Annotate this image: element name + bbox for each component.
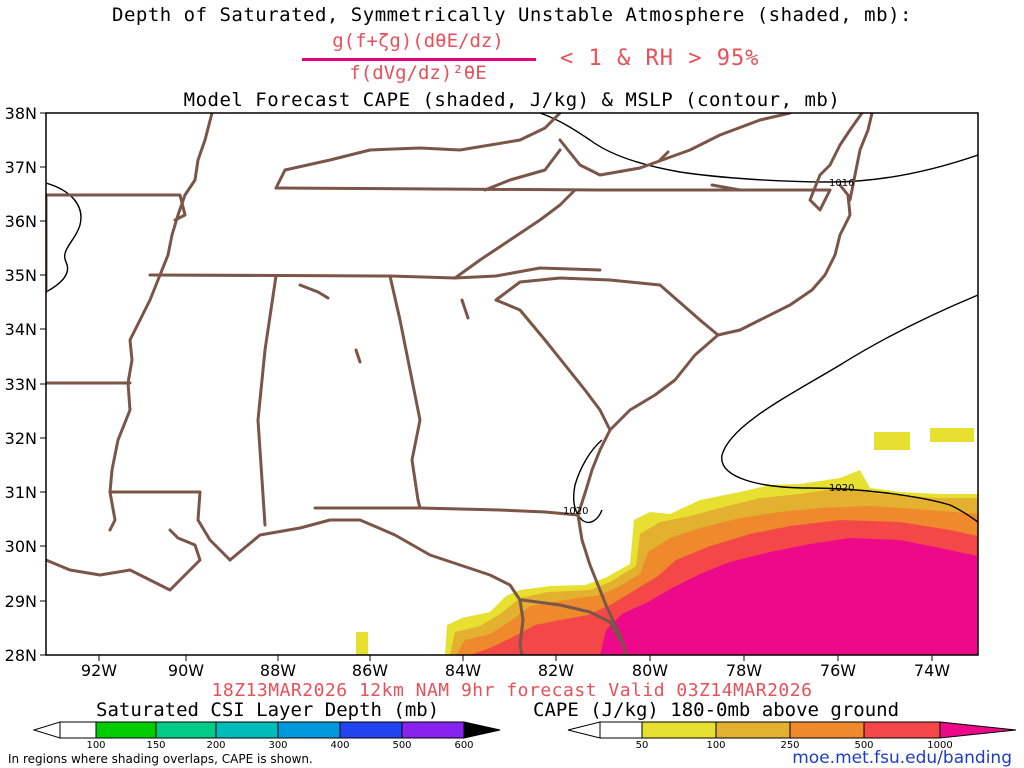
lon-label: 82W — [538, 661, 574, 680]
formula-numerator: g(f+ζg)(dθE/dz) — [332, 30, 504, 52]
forecast-valid-line: 18Z13MAR2026 12km NAM 9hr forecast Valid… — [211, 680, 813, 701]
lon-label: 78W — [726, 661, 762, 680]
tn-ms-border — [148, 273, 457, 280]
gulf-coast — [228, 518, 525, 655]
cape-ticks: 50 100 250 500 1000 — [636, 740, 953, 751]
isobar-1020-east — [721, 294, 978, 523]
ga-nc-border — [453, 266, 602, 280]
ga-sc-border — [494, 298, 612, 432]
florida-east-coast — [576, 513, 628, 655]
lon-label: 74W — [914, 661, 950, 680]
title-line-3: Model Forecast CAPE (shaded, J/kg) & MSL… — [183, 89, 841, 111]
latitude-axis: 38N 37N 36N 35N 34N 33N 32N 31N 30N 29N … — [5, 104, 46, 665]
csi-colorbar — [32, 721, 501, 739]
nc-sc-border — [494, 276, 720, 337]
csi-tick: 600 — [454, 740, 473, 751]
isobar-label: 1016 — [829, 178, 854, 189]
title-line-1: Depth of Saturated, Symmetrically Unstab… — [112, 4, 912, 26]
lat-label: 36N — [5, 212, 37, 231]
chesapeake — [808, 113, 864, 212]
cape-colorbar-label: CAPE (J/kg) 180-0mb above ground — [533, 699, 900, 721]
lake-mark — [658, 150, 670, 162]
lake-mark — [460, 298, 470, 320]
isobar-1016-east — [539, 113, 978, 183]
ky-wv-border — [558, 113, 792, 177]
formula-fraction-bar — [302, 58, 536, 61]
ky-tn-border — [274, 186, 832, 192]
lat-label: 32N — [5, 429, 37, 448]
formula-condition: < 1 & RH > 95% — [560, 46, 760, 71]
lat-label: 33N — [5, 375, 37, 394]
lon-label: 90W — [168, 661, 204, 680]
source-url-link[interactable]: moe.met.fsu.edu/banding — [792, 748, 1012, 768]
lat-label: 37N — [5, 158, 37, 177]
lon-label: 88W — [260, 661, 296, 680]
lon-label: 86W — [352, 661, 388, 680]
lat-label: 28N — [5, 646, 37, 665]
ar-mo-border — [46, 193, 187, 222]
lon-label: 80W — [632, 661, 668, 680]
isobar-label: 1020 — [829, 483, 854, 494]
lake-mark — [710, 183, 742, 192]
ms-la-border — [108, 490, 232, 562]
csi-tick: 500 — [392, 740, 411, 751]
lat-label: 31N — [5, 483, 37, 502]
delmarva — [848, 113, 874, 202]
mslp-isobars — [46, 113, 978, 524]
longitude-axis: 92W 90W 88W 86W 84W 82W 80W 78W 76W 74W — [81, 655, 950, 680]
lon-label: 92W — [81, 661, 117, 680]
cape-1000-region — [600, 538, 978, 655]
lon-label: 76W — [820, 661, 856, 680]
ohio-river — [274, 113, 562, 190]
ms-al-border — [256, 274, 278, 527]
lon-label: 84W — [445, 661, 481, 680]
cape-50-patch — [874, 432, 910, 450]
csi-tick: 200 — [206, 740, 225, 751]
cape-tick: 50 — [636, 740, 649, 751]
lat-label: 29N — [5, 592, 37, 611]
atlantic-coast-nc — [738, 183, 852, 332]
cape-tick: 100 — [706, 740, 725, 751]
al-ga-border — [388, 274, 422, 510]
csi-tick: 100 — [86, 740, 105, 751]
florida-west-coast — [520, 598, 622, 642]
cape-tick: 500 — [854, 740, 873, 751]
lake-mark — [298, 283, 330, 300]
cape-50-patch — [356, 632, 368, 655]
la-coast — [46, 528, 202, 592]
formula-denominator: f(dVg/dz)²θE — [349, 62, 487, 84]
lat-label: 30N — [5, 537, 37, 556]
isobar-labels: 1016 1020 1020 — [563, 178, 854, 517]
fl-ga-border — [313, 506, 580, 517]
cape-tick: 250 — [780, 740, 799, 751]
csi-ticks: 100 150 200 300 400 500 600 — [86, 740, 473, 751]
state-borders — [46, 113, 874, 655]
csi-colorbar-label: Saturated CSI Layer Depth (mb) — [96, 699, 440, 721]
isobar-1016-west — [46, 182, 82, 293]
cape-colorbar — [567, 721, 1017, 739]
lat-label: 38N — [5, 104, 37, 123]
va-border — [483, 148, 562, 192]
csi-tick: 150 — [146, 740, 165, 751]
tn-nc-border — [453, 188, 577, 280]
isobar-1020-gulf — [573, 439, 603, 524]
mississippi-river — [108, 113, 214, 532]
cape-shading — [356, 428, 978, 655]
lat-label: 34N — [5, 320, 37, 339]
lake-mark — [354, 348, 362, 364]
isobar-label: 1020 — [563, 506, 588, 517]
lat-label: 35N — [5, 266, 37, 285]
csi-tick: 400 — [330, 740, 349, 751]
atlantic-coast-south — [576, 328, 742, 517]
csi-tick: 300 — [268, 740, 287, 751]
cape-tick: 1000 — [927, 740, 952, 751]
shading-overlap-note: In regions where shading overlaps, CAPE … — [8, 752, 313, 766]
cape-50-patch — [930, 428, 974, 442]
